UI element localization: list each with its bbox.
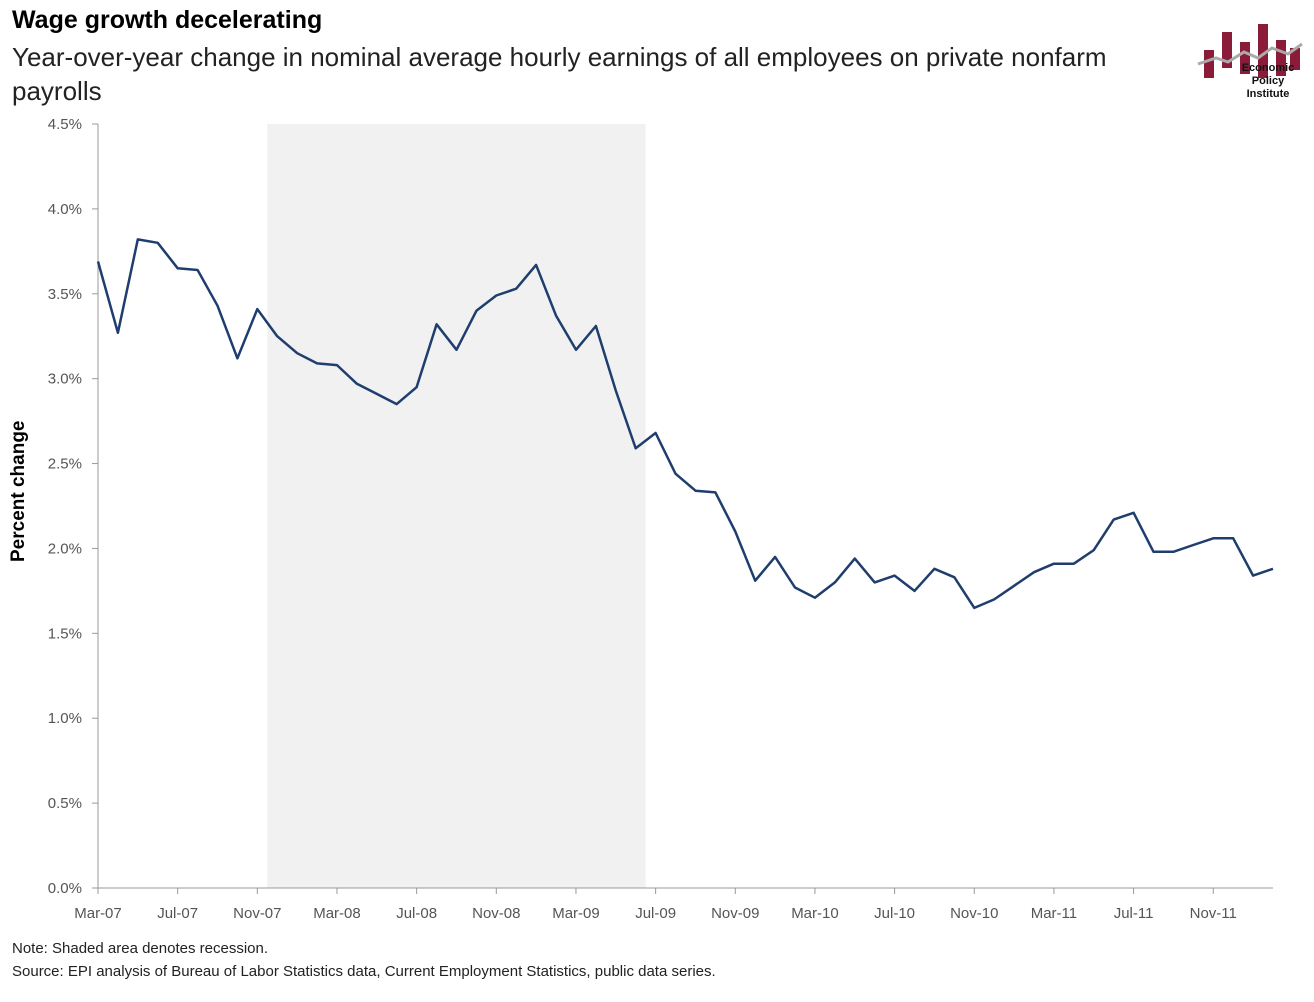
series-line (96, 238, 1274, 610)
y-tick-label: 4.5% (48, 116, 82, 133)
logo-bar-5 (1276, 40, 1286, 76)
y-tick-label: 3.0% (48, 371, 82, 388)
x-tick-label: Jul-11 (1114, 905, 1154, 922)
logo-bar-6 (1290, 48, 1300, 70)
y-tick-label: 2.5% (48, 456, 82, 473)
logo-text: Economic Policy Institute (1228, 62, 1308, 101)
line-chart: 0.0% 0.5% 1.0% 1.5% 2.0% 2.5% 3.0% 3.5% 4.0% 4.5%… (48, 116, 1274, 922)
y-tick-label: 1.0% (48, 710, 82, 727)
recession-shade (267, 124, 646, 888)
x-tick-label: Nov-09 (711, 905, 759, 922)
y-tick-label: 0.5% (48, 795, 82, 812)
chart-subtitle: Year-over-year change in nominal average… (12, 42, 1107, 106)
tick-label-layer: 0.0% 0.5% 1.0% 1.5% 2.0% 2.5% 3.0% 3.5% 4.0% 4.5%… (48, 116, 1237, 922)
y-tick-label: 2.0% (48, 540, 82, 557)
recession-shading-layer (267, 124, 646, 888)
x-tick-label: Nov-10 (950, 905, 998, 922)
x-tick-label: Jul-07 (157, 905, 198, 922)
logo-bar-3 (1240, 42, 1250, 74)
x-tick-label: Mar-11 (1031, 905, 1077, 922)
y-tick-label: 0.0% (48, 880, 82, 897)
y-tick-label: 3.5% (48, 286, 82, 303)
x-tick-label: Nov-11 (1190, 905, 1237, 922)
logo-line-1: Economic (1241, 62, 1295, 74)
x-tick-label: Nov-08 (472, 905, 520, 922)
x-tick-label: Mar-07 (74, 905, 122, 922)
chart-note: Note: Shaded area denotes recession. (12, 940, 269, 957)
epi-logo-icon (1197, 24, 1303, 78)
x-tick-label: Nov-07 (233, 905, 281, 922)
x-tick-label: Mar-10 (791, 905, 839, 922)
logo-line-2: Policy (1251, 75, 1285, 87)
logo-trend-line (1197, 42, 1303, 66)
logo-line-3: Institute (1246, 88, 1290, 100)
chart-source: Source: EPI analysis of Bureau of Labor … (12, 963, 716, 980)
logo-bar-4 (1258, 24, 1268, 78)
x-tick-label: Mar-09 (552, 905, 600, 922)
series-layer (96, 238, 1274, 610)
y-tick-label: 1.5% (48, 625, 82, 642)
logo-bar-2 (1222, 32, 1232, 68)
x-tick-label: Mar-08 (313, 905, 361, 922)
x-tick-label: Jul-08 (396, 905, 437, 922)
logo-bar-1 (1204, 50, 1214, 78)
x-tick-label: Jul-10 (874, 905, 915, 922)
x-tick-label: Jul-09 (635, 905, 676, 922)
axes-layer (92, 123, 1273, 894)
y-tick-label: 4.0% (48, 201, 82, 218)
chart-title: Wage growth decelerating (12, 6, 323, 34)
